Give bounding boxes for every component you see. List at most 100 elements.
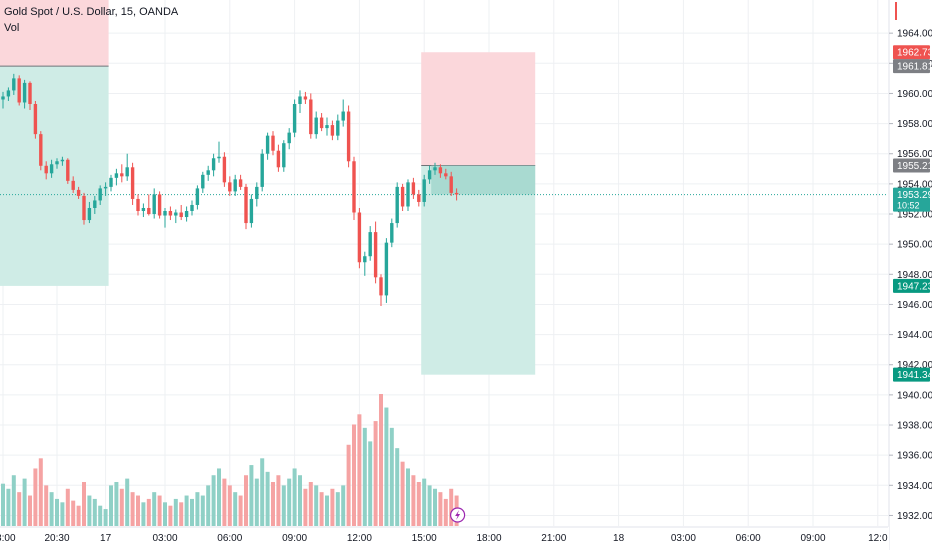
- price-label-badge[interactable]: 1962.734: [893, 45, 932, 60]
- candle[interactable]: [222, 152, 227, 187]
- candle[interactable]: [384, 238, 389, 303]
- candle[interactable]: [260, 149, 264, 192]
- candle[interactable]: [130, 162, 135, 205]
- candle[interactable]: [341, 99, 345, 127]
- candle[interactable]: [217, 141, 221, 163]
- candle[interactable]: [60, 156, 65, 166]
- candle[interactable]: [152, 188, 156, 219]
- candle[interactable]: [271, 131, 275, 156]
- candle[interactable]: [330, 120, 335, 141]
- candle[interactable]: [109, 174, 113, 192]
- candle[interactable]: [66, 158, 70, 184]
- candle[interactable]: [319, 113, 324, 132]
- candle[interactable]: [454, 188, 459, 201]
- candle[interactable]: [71, 176, 75, 193]
- candle[interactable]: [136, 194, 140, 216]
- candle[interactable]: [49, 159, 54, 178]
- candle[interactable]: [147, 194, 151, 216]
- candle[interactable]: [363, 251, 367, 276]
- candle[interactable]: [417, 189, 421, 207]
- candle[interactable]: [1, 91, 5, 109]
- lightning-icon[interactable]: [450, 507, 466, 523]
- candle[interactable]: [201, 171, 205, 193]
- candle[interactable]: [379, 274, 383, 306]
- price-label-badge[interactable]: 1953.29010:52: [893, 187, 932, 212]
- candle[interactable]: [211, 153, 216, 177]
- candle[interactable]: [55, 158, 59, 169]
- stop-loss-zone[interactable]: [421, 52, 536, 166]
- candle[interactable]: [33, 100, 38, 139]
- candle[interactable]: [120, 164, 124, 183]
- candle[interactable]: [357, 207, 362, 269]
- short-position-tool[interactable]: [421, 52, 536, 375]
- candle[interactable]: [400, 183, 405, 212]
- candle[interactable]: [287, 128, 291, 150]
- candle[interactable]: [449, 171, 453, 196]
- price-label-badge[interactable]: 1947.230: [893, 278, 932, 293]
- candle[interactable]: [255, 182, 259, 207]
- volume-indicator-label[interactable]: Vol: [4, 22, 20, 34]
- past-short-position-tool[interactable]: [0, 0, 109, 286]
- candle[interactable]: [174, 209, 178, 224]
- candle[interactable]: [114, 168, 119, 186]
- take-profit-zone[interactable]: [421, 165, 536, 375]
- candle[interactable]: [233, 174, 237, 196]
- candle[interactable]: [206, 165, 210, 181]
- candle[interactable]: [390, 218, 394, 248]
- candle[interactable]: [28, 81, 32, 111]
- candle[interactable]: [39, 131, 43, 171]
- candle[interactable]: [352, 156, 356, 221]
- candle[interactable]: [93, 195, 97, 215]
- candle[interactable]: [238, 174, 243, 190]
- price-label-badge[interactable]: 1941.340: [893, 367, 932, 382]
- candle[interactable]: [314, 111, 318, 139]
- candle[interactable]: [298, 90, 302, 114]
- candle[interactable]: [98, 185, 102, 205]
- candle[interactable]: [422, 174, 426, 207]
- candle[interactable]: [195, 185, 200, 210]
- candle[interactable]: [87, 201, 92, 224]
- candle[interactable]: [141, 203, 146, 218]
- candle[interactable]: [6, 87, 11, 101]
- candle[interactable]: [76, 186, 81, 199]
- candle[interactable]: [368, 226, 372, 261]
- candle[interactable]: [228, 176, 232, 196]
- candle[interactable]: [303, 91, 308, 104]
- candle[interactable]: [325, 117, 329, 136]
- candle[interactable]: [244, 183, 248, 230]
- candle[interactable]: [433, 162, 437, 175]
- candle[interactable]: [17, 75, 21, 106]
- candle[interactable]: [309, 93, 313, 139]
- candle[interactable]: [411, 177, 416, 199]
- candle[interactable]: [82, 192, 86, 225]
- candle[interactable]: [282, 140, 286, 172]
- candle[interactable]: [427, 165, 432, 184]
- candle[interactable]: [190, 200, 194, 216]
- candle[interactable]: [292, 99, 297, 138]
- candle[interactable]: [184, 206, 189, 222]
- price-axis[interactable]: 1932.000 1934.000 1936.000 1938.000 1940.000…: [888, 0, 932, 550]
- candle[interactable]: [125, 153, 129, 181]
- symbol-title[interactable]: Gold Spot / U.S. Dollar, 15, OANDA: [4, 6, 179, 18]
- candle[interactable]: [438, 164, 443, 178]
- take-profit-zone[interactable]: [0, 66, 109, 286]
- candle[interactable]: [395, 182, 399, 228]
- price-label-badge[interactable]: 1955.215: [893, 158, 932, 173]
- candle[interactable]: [406, 179, 410, 212]
- candle[interactable]: [12, 73, 16, 95]
- candle[interactable]: [373, 221, 378, 284]
- candle[interactable]: [44, 161, 48, 180]
- candle[interactable]: [179, 204, 183, 221]
- candle[interactable]: [265, 132, 270, 160]
- candle[interactable]: [346, 105, 351, 168]
- candle[interactable]: [249, 194, 254, 228]
- candle[interactable]: [22, 79, 27, 109]
- candle[interactable]: [103, 182, 108, 196]
- candle[interactable]: [276, 144, 281, 172]
- candle[interactable]: [444, 168, 448, 180]
- candle[interactable]: [157, 191, 162, 219]
- candle[interactable]: [336, 114, 340, 141]
- candle[interactable]: [163, 207, 167, 228]
- price-label-badge[interactable]: 1961.814: [893, 59, 932, 74]
